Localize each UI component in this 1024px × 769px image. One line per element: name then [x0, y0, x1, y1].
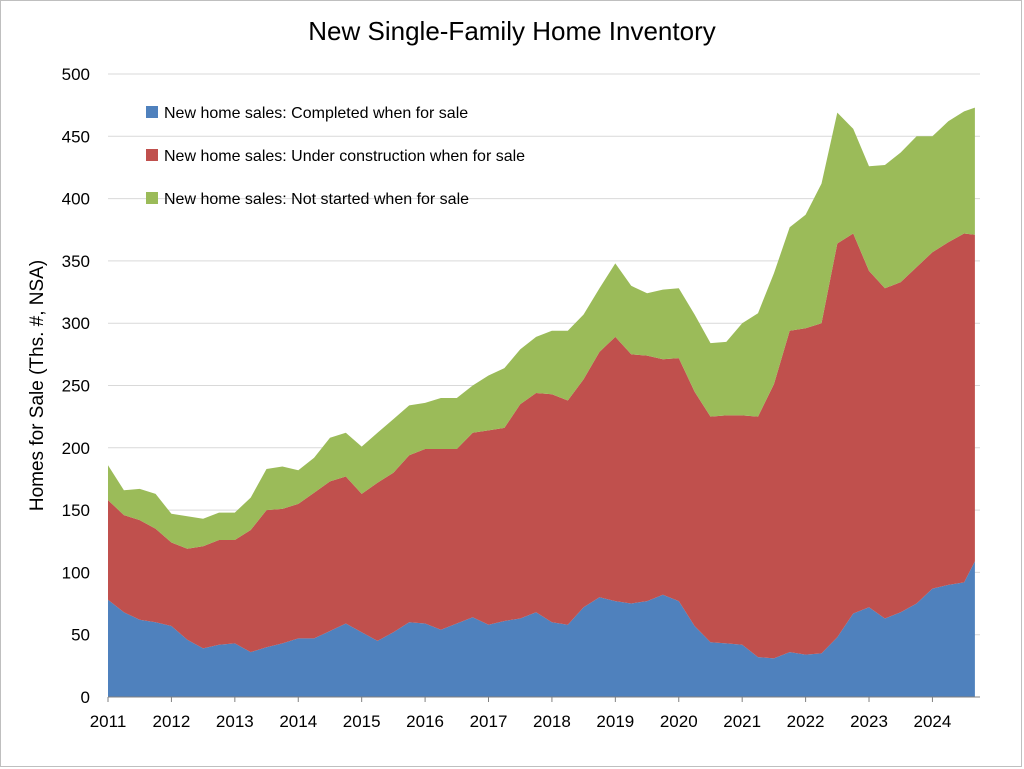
chart-title: New Single-Family Home Inventory [308, 16, 716, 46]
y-tick-label: 300 [62, 314, 90, 333]
y-tick-label: 150 [62, 501, 90, 520]
legend-swatch [146, 106, 158, 118]
legend-label: New home sales: Not started when for sal… [164, 191, 469, 208]
x-tick-label: 2018 [533, 712, 571, 731]
y-tick-label: 500 [62, 65, 90, 84]
y-tick-label: 200 [62, 439, 90, 458]
y-tick-label: 250 [62, 377, 90, 396]
y-tick-label: 450 [62, 127, 90, 146]
x-tick-label: 2021 [723, 712, 761, 731]
x-tick-label: 2023 [850, 712, 888, 731]
x-tick-label: 2011 [90, 712, 127, 731]
y-tick-label: 400 [62, 190, 90, 209]
x-tick-label: 2019 [596, 712, 634, 731]
legend-swatch [146, 192, 158, 204]
y-axis-label: Homes for Sale (Ths. #, NSA) [27, 260, 48, 511]
x-tick-label: 2013 [216, 712, 254, 731]
x-tick-label: 2016 [406, 712, 444, 731]
x-tick-label: 2020 [660, 712, 698, 731]
legend-label: New home sales: Completed when for sale [164, 105, 468, 122]
x-tick-label: 2014 [279, 712, 317, 731]
area-series-3 [108, 107, 975, 549]
y-tick-label: 50 [71, 626, 90, 645]
x-tick-label: 2017 [470, 712, 508, 731]
x-tick-label: 2022 [787, 712, 825, 731]
area-series-2 [108, 233, 975, 659]
y-tick-label: 350 [62, 252, 90, 271]
x-tick-label: 2012 [153, 712, 191, 731]
y-tick-label: 100 [62, 563, 90, 582]
x-tick-label: 2015 [343, 712, 381, 731]
legend-swatch [146, 149, 158, 161]
legend-label: New home sales: Under construction when … [164, 148, 525, 165]
y-tick-label: 0 [81, 688, 90, 707]
area-series-1 [108, 561, 975, 697]
x-tick-label: 2024 [914, 712, 952, 731]
